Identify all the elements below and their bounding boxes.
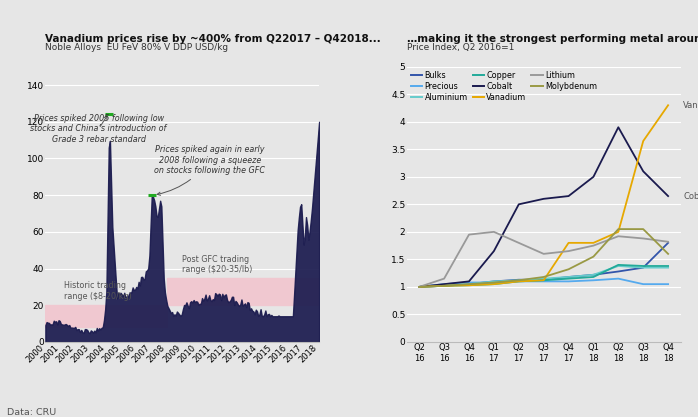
Text: Cobalt: Cobalt [683,191,698,201]
Bar [167,278,319,305]
Text: Vanadium prices rise by ~400% from Q22017 – Q42018...: Vanadium prices rise by ~400% from Q2201… [45,34,381,44]
Text: November 2018
prices reach
$125.5/kg: November 2018 prices reach $125.5/kg [0,416,1,417]
Text: Post GFC trading
range ($20-35/lb): Post GFC trading range ($20-35/lb) [182,255,253,274]
Text: Price Index, Q2 2016=1: Price Index, Q2 2016=1 [407,43,514,52]
Text: Prices spiked again in early
2008 following a squeeze
on stocks following the GF: Prices spiked again in early 2008 follow… [154,145,265,195]
Text: Data: CRU: Data: CRU [7,408,57,417]
Legend: Bulks, Precious, Aluminium, Copper, Cobalt, Vanadium, Lithium, Molybdenum: Bulks, Precious, Aluminium, Copper, Coba… [411,71,597,102]
Text: …making it the strongest performing metal around.: …making it the strongest performing meta… [407,34,698,44]
Text: Noble Alloys  EU FeV 80% V DDP USD/kg: Noble Alloys EU FeV 80% V DDP USD/kg [45,43,228,52]
Text: Historic trading
range ($8-20/kg): Historic trading range ($8-20/kg) [64,281,131,301]
Text: Prices spiked 2005 following low
stocks and China’s introduction of
Grade 3 reba: Prices spiked 2005 following low stocks … [31,114,167,144]
Text: Vanadium: Vanadium [683,101,698,110]
Bar [45,305,167,327]
